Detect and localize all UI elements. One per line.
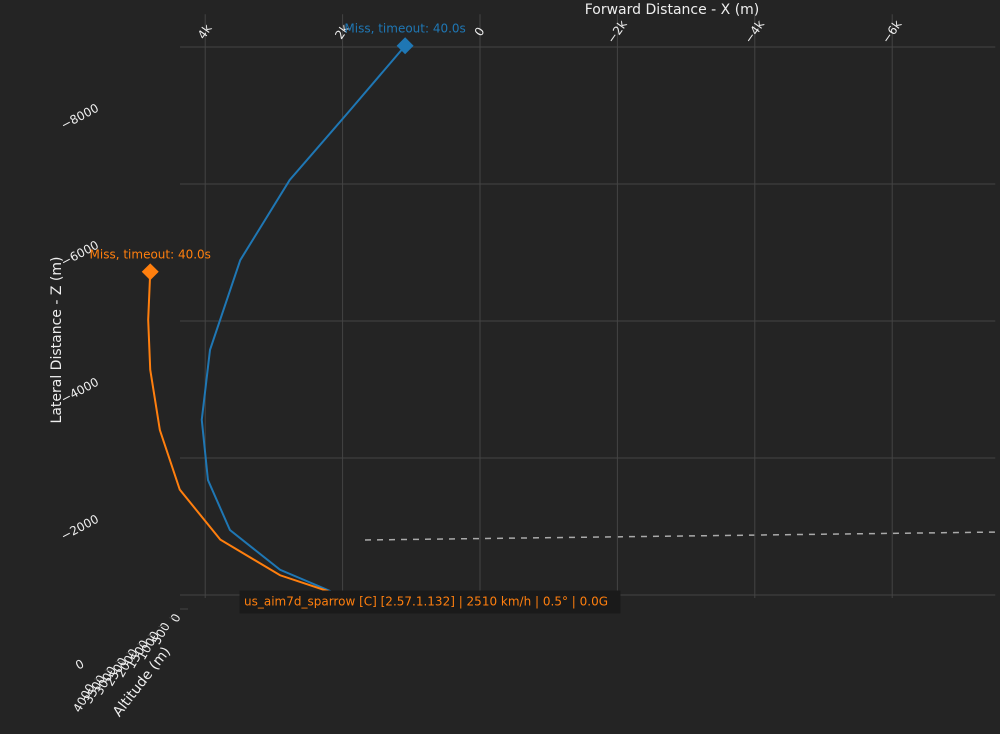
annotation: Miss, timeout: 40.0s: [344, 21, 465, 35]
hover-label: us_aim7d_sparrow [C] [2.57.1.132] | 2510…: [244, 595, 608, 609]
hover-box: [239, 590, 621, 614]
annotation: Miss, timeout: 40.0s: [90, 247, 211, 261]
reference-line: [364, 531, 1000, 541]
z-axis-title: Lateral Distance - Z (m): [49, 257, 65, 424]
trajectory: [200, 45, 406, 597]
x-tick-label: 2k: [332, 22, 352, 42]
trajectory: [147, 271, 341, 597]
end-marker: [141, 263, 159, 281]
x-axis-title: Forward Distance - X (m): [585, 2, 760, 18]
x-tick-label: 4k: [195, 22, 215, 42]
